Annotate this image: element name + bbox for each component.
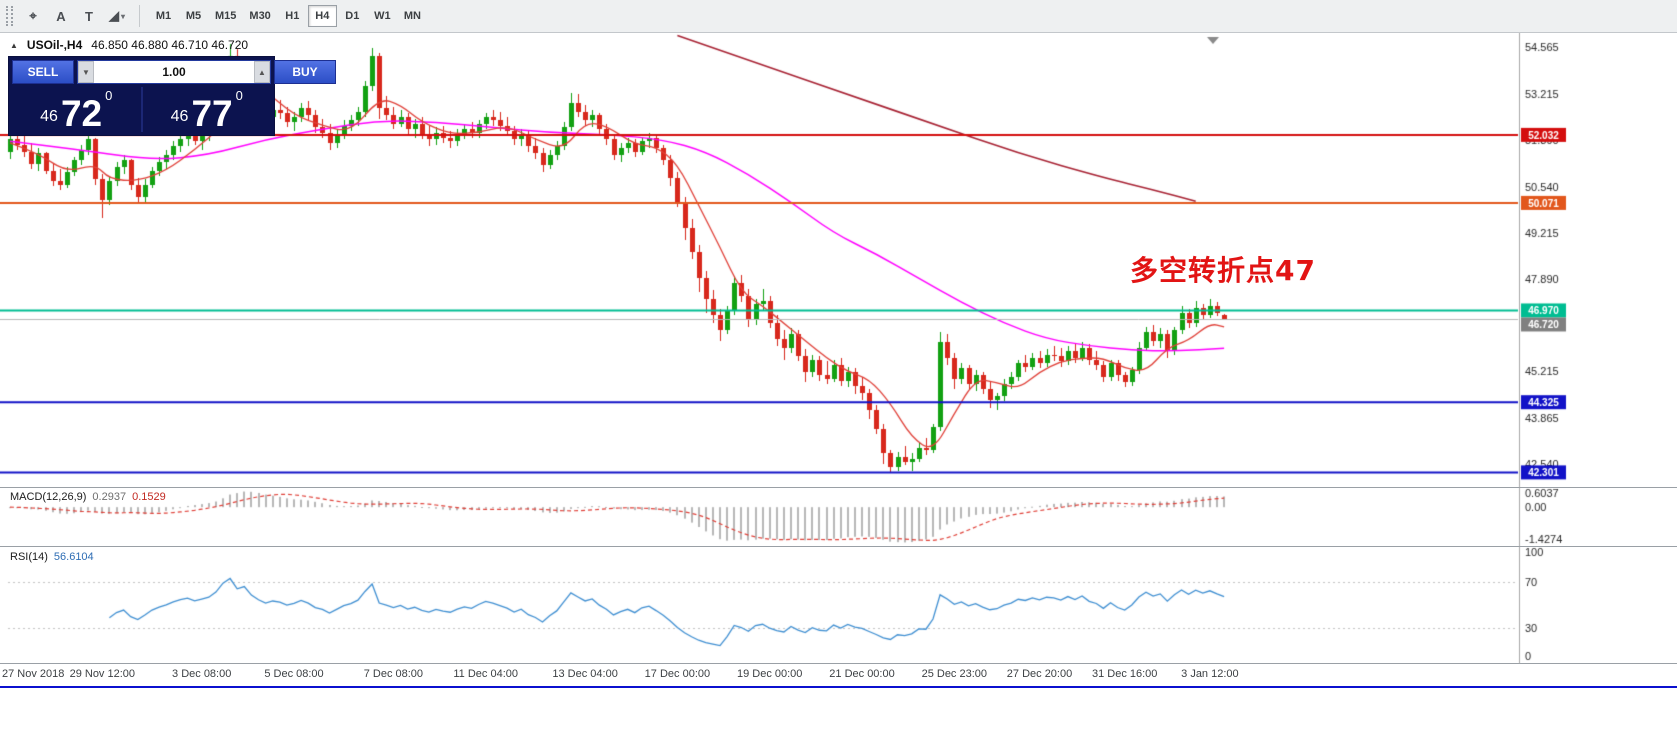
- x-axis-label: 19 Dec 00:00: [736, 668, 803, 680]
- panel-divider-xaxis: [0, 663, 1677, 664]
- symbol-label: USOil-,H4: [26, 38, 83, 52]
- crosshair-tool-button[interactable]: ⌖: [20, 4, 46, 28]
- timeframe-button-w1[interactable]: W1: [374, 10, 391, 22]
- timeframe-button-m5[interactable]: M5: [185, 10, 202, 22]
- timeframe-button-h1[interactable]: H1: [285, 10, 300, 22]
- panel-divider-rsi[interactable]: [0, 546, 1677, 547]
- crosshair-icon: ⌖: [29, 8, 37, 23]
- toolbar-grip[interactable]: [6, 6, 13, 26]
- macd-panel-canvas[interactable]: [0, 488, 1677, 546]
- label-tool-button[interactable]: T: [76, 4, 102, 28]
- x-axis-label: 17 Dec 00:00: [644, 668, 711, 680]
- chart-title: ▲ USOil-,H4 46.850 46.880 46.710 46.720: [10, 38, 248, 52]
- x-axis-label: 5 Dec 08:00: [264, 668, 324, 680]
- rsi-name: RSI(14): [10, 551, 48, 563]
- volume-decrease-button[interactable]: ▼: [78, 61, 94, 83]
- chart-annotation: 多空转折点47: [1130, 254, 1316, 287]
- x-axis-label: 3 Jan 12:00: [1181, 668, 1239, 680]
- shapes-tool-button[interactable]: ◢ ▾: [104, 4, 130, 28]
- price-divider: [140, 87, 143, 132]
- timeframe-button-m1[interactable]: M1: [155, 10, 172, 22]
- sell-price-pips: 72: [60, 92, 103, 134]
- x-axis-label: 27 Nov 2018: [2, 668, 65, 680]
- rsi-indicator-label: RSI(14) 56.6104: [10, 551, 94, 563]
- sell-button[interactable]: SELL: [12, 60, 74, 84]
- x-axis-label: 31 Dec 16:00: [1091, 668, 1158, 680]
- x-axis-label: 29 Nov 12:00: [69, 668, 136, 680]
- text-icon: A: [56, 8, 66, 24]
- timeframe-button-d1[interactable]: D1: [345, 10, 360, 22]
- timeframe-button-m15[interactable]: M15: [215, 10, 237, 22]
- timeframe-button-mn[interactable]: MN: [403, 10, 421, 22]
- rsi-value: 56.6104: [53, 551, 94, 563]
- rsi-panel-canvas[interactable]: [0, 547, 1677, 663]
- volume-increase-button[interactable]: ▲: [254, 61, 270, 83]
- buy-price-frac: 0: [235, 88, 243, 103]
- x-axis-label: 7 Dec 08:00: [363, 668, 424, 680]
- sell-price-display[interactable]: 46 72 0: [12, 87, 141, 132]
- x-axis-label: 27 Dec 20:00: [1006, 668, 1073, 680]
- x-axis-label: 11 Dec 04:00: [453, 668, 518, 680]
- x-axis-label: 21 Dec 00:00: [829, 668, 895, 680]
- macd-signal-value: 0.1529: [132, 491, 166, 503]
- volume-input[interactable]: [94, 61, 254, 83]
- toolbar: ⌖ A T ◢ ▾ M1 M5 M15 M30 H1 H4 D1 W1 MN: [0, 0, 1677, 33]
- buy-price-display[interactable]: 46 77 0: [143, 87, 272, 132]
- macd-indicator-label: MACD(12,26,9) 0.2937 0.1529: [10, 491, 166, 503]
- shapes-icon: ◢: [108, 8, 119, 23]
- macd-name: MACD(12,26,9): [10, 491, 87, 503]
- x-axis-label: 13 Dec 04:00: [552, 668, 618, 680]
- ohlc-values: 46.850 46.880 46.710 46.720: [91, 38, 249, 52]
- timeframe-group: M1 M5 M15 M30 H1 H4 D1 W1 MN: [149, 5, 427, 27]
- symbol-marker-icon: ▲: [10, 40, 18, 50]
- chevron-down-icon: ▾: [120, 11, 125, 21]
- timeframe-button-h4[interactable]: H4: [307, 5, 337, 27]
- volume-control: ▼ ▲: [77, 60, 271, 84]
- price-chart-canvas[interactable]: [0, 33, 1677, 487]
- timeframe-button-m30[interactable]: M30: [249, 10, 271, 22]
- bottom-blue-line: [0, 686, 1677, 688]
- text-tool-button[interactable]: A: [48, 4, 74, 28]
- buy-price-pips: 77: [191, 92, 233, 134]
- time-axis[interactable]: 27 Nov 2018 29 Nov 12:00 3 Dec 08:00 5 Dec …: [0, 664, 1677, 686]
- x-axis-label: 3 Dec 08:00: [172, 668, 232, 680]
- toolbar-separator: [139, 5, 140, 27]
- buy-button[interactable]: BUY: [274, 60, 336, 84]
- macd-main-value: 0.2937: [92, 491, 127, 503]
- panel-divider-macd[interactable]: [0, 487, 1677, 488]
- one-click-trading-panel: SELL ▼ ▲ BUY 46 72 0 46 77 0: [8, 56, 336, 136]
- x-axis-label: 25 Dec 23:00: [921, 668, 988, 680]
- sell-price-int: 46: [40, 108, 58, 125]
- buy-price-int: 46: [170, 108, 189, 125]
- sell-price-frac: 0: [105, 88, 113, 103]
- label-icon: T: [85, 8, 93, 24]
